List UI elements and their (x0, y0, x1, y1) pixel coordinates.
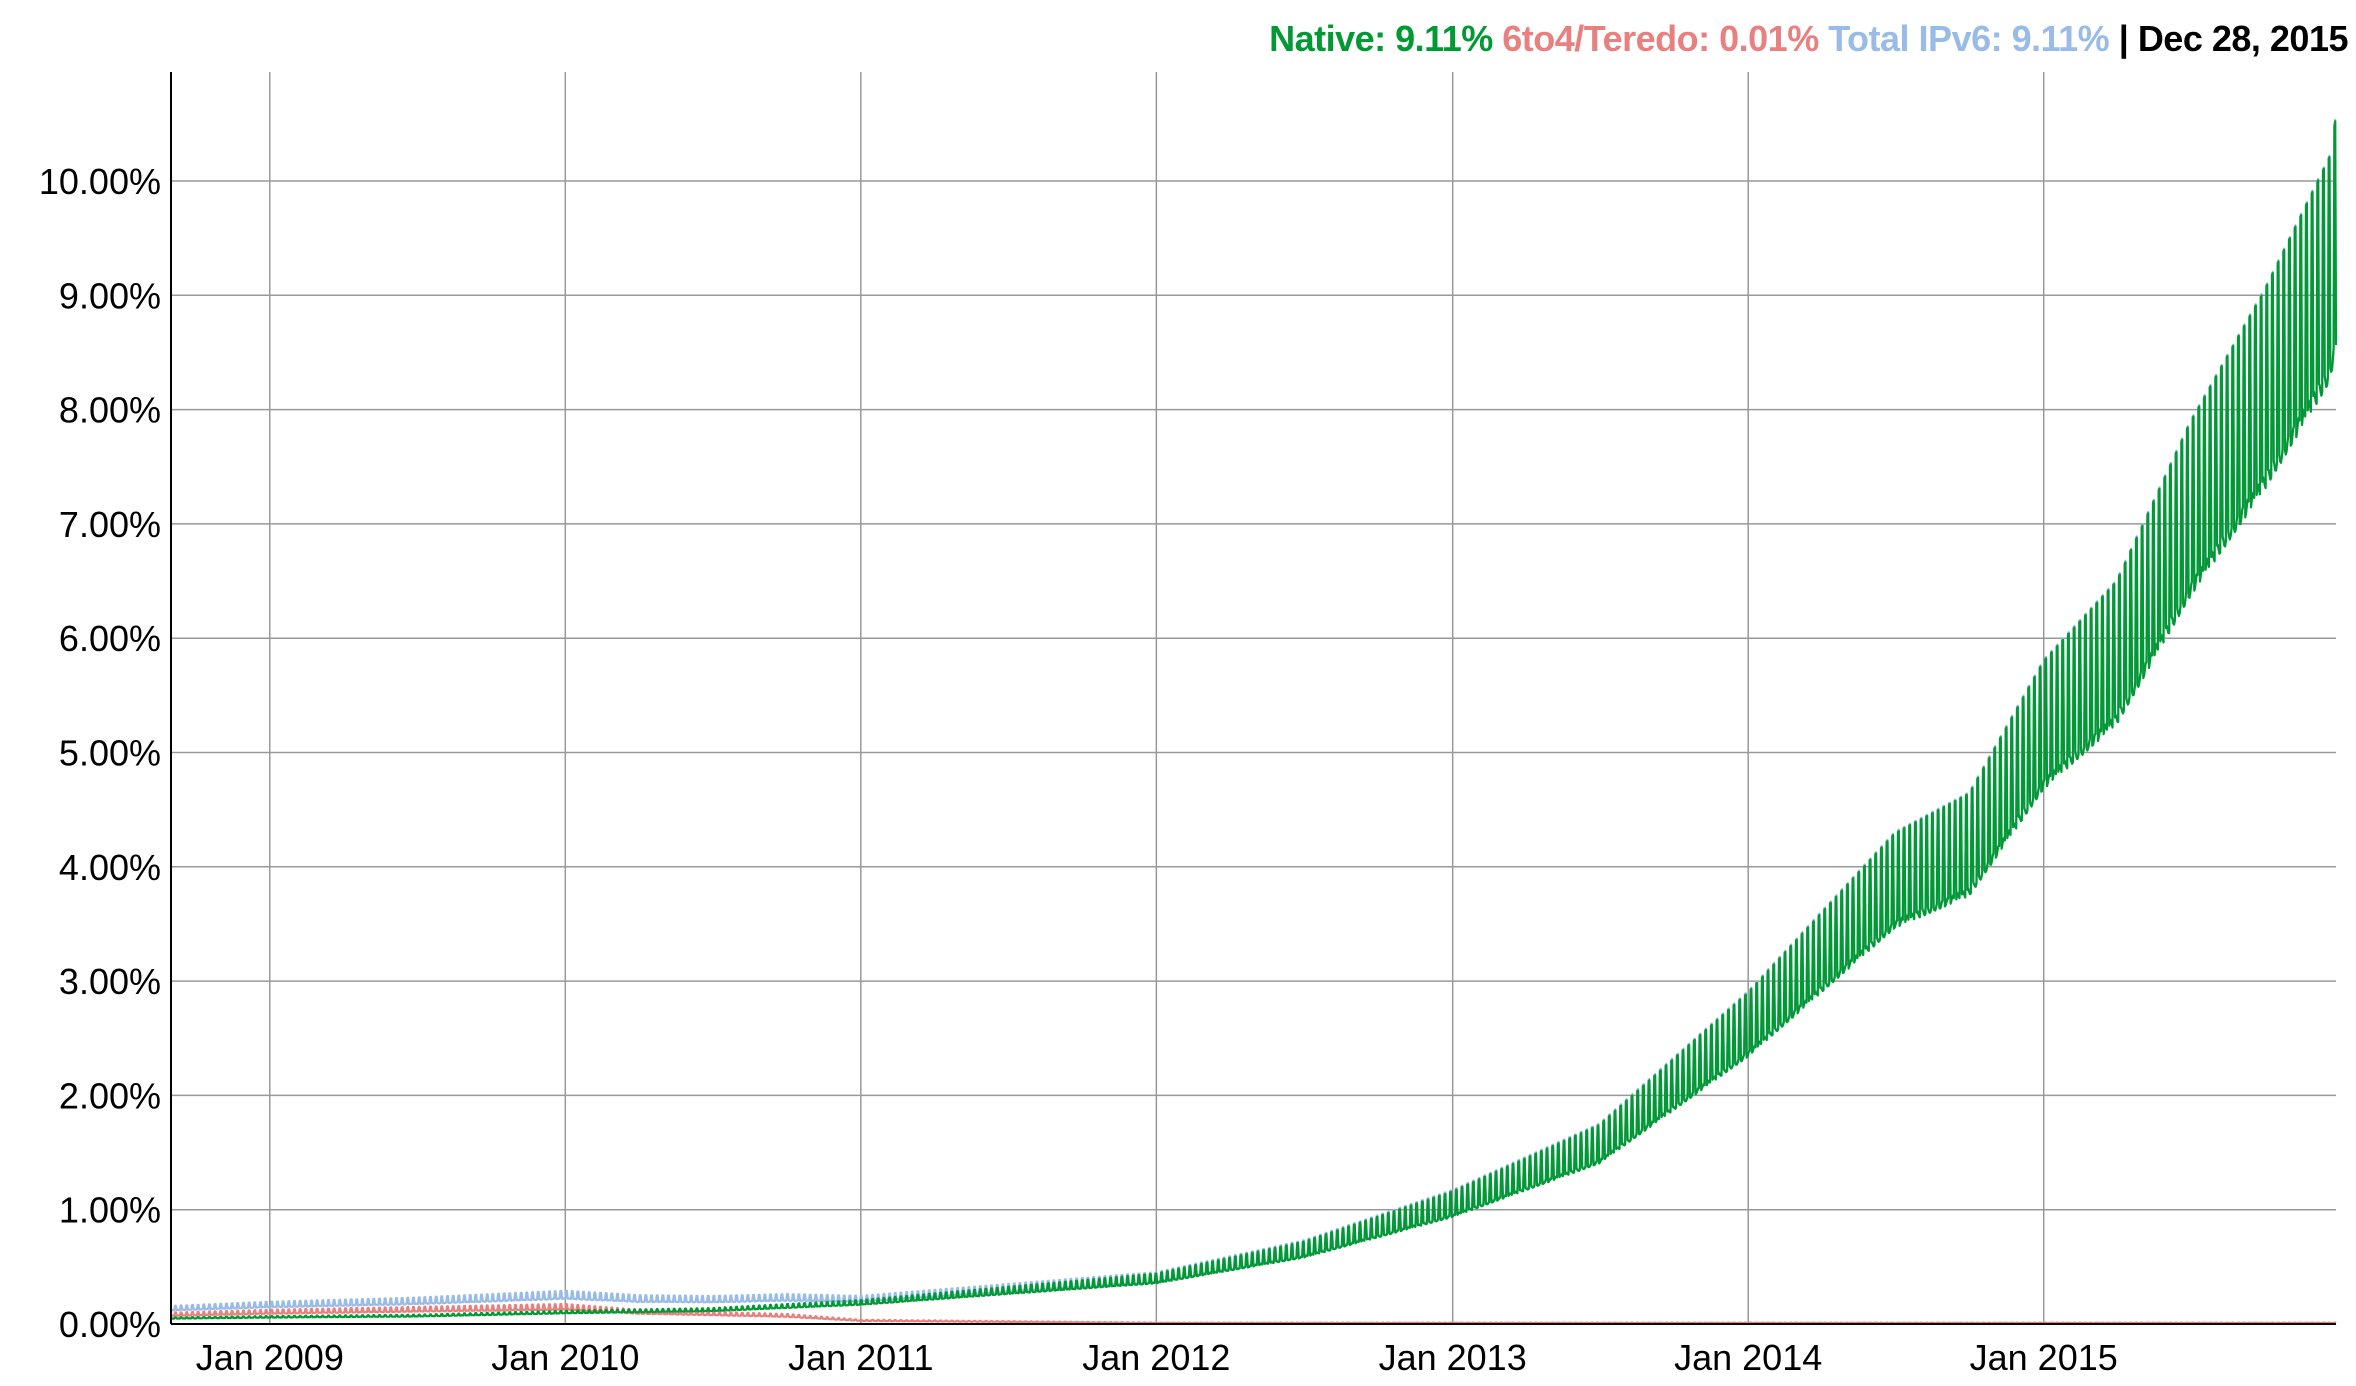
x-tick-label: Jan 2010 (491, 1337, 639, 1378)
y-tick-label: 10.00% (39, 161, 161, 202)
y-tick-label: 4.00% (59, 847, 161, 888)
total-legend: Total IPv6: 9.11% (1828, 18, 2110, 59)
date-label: Dec 28, 2015 (2137, 18, 2349, 59)
y-tick-label: 8.00% (59, 390, 161, 431)
tick-labels: 0.00% 1.00% 2.00% 3.00% 4.00% 5.00% 6.00% 7.00%… (39, 161, 2118, 1378)
native-legend: Native: 9.11% (1269, 18, 1493, 59)
x-tick-label: Jan 2012 (1082, 1337, 1230, 1378)
y-tick-label: 3.00% (59, 961, 161, 1002)
y-tick-label: 0.00% (59, 1304, 161, 1345)
grid (171, 72, 2336, 1324)
axes (170, 72, 2336, 1325)
y-tick-label: 6.00% (59, 618, 161, 659)
x-tick-label: Jan 2013 (1379, 1337, 1527, 1378)
y-tick-label: 2.00% (59, 1075, 161, 1116)
chart-title: Native: 9.11% 6to4/Teredo: 0.01% Total I… (1269, 18, 2348, 60)
teredo-series-line (170, 1303, 2337, 1325)
y-tick-label: 5.00% (59, 733, 161, 774)
series-lines (170, 118, 2338, 1325)
y-tick-label: 7.00% (59, 504, 161, 545)
y-tick-label: 1.00% (59, 1190, 161, 1231)
x-tick-label: Jan 2011 (788, 1337, 933, 1378)
y-tick-label: 9.00% (59, 275, 161, 316)
x-tick-label: Jan 2014 (1674, 1337, 1822, 1378)
x-tick-label: Jan 2015 (1970, 1337, 2118, 1378)
x-tick-label: Jan 2009 (196, 1337, 344, 1378)
native-series-line (170, 120, 2338, 1320)
teredo-legend: 6to4/Teredo: 0.01% (1502, 18, 1819, 59)
separator: | (2118, 18, 2129, 59)
total-series-line (170, 118, 2338, 1312)
